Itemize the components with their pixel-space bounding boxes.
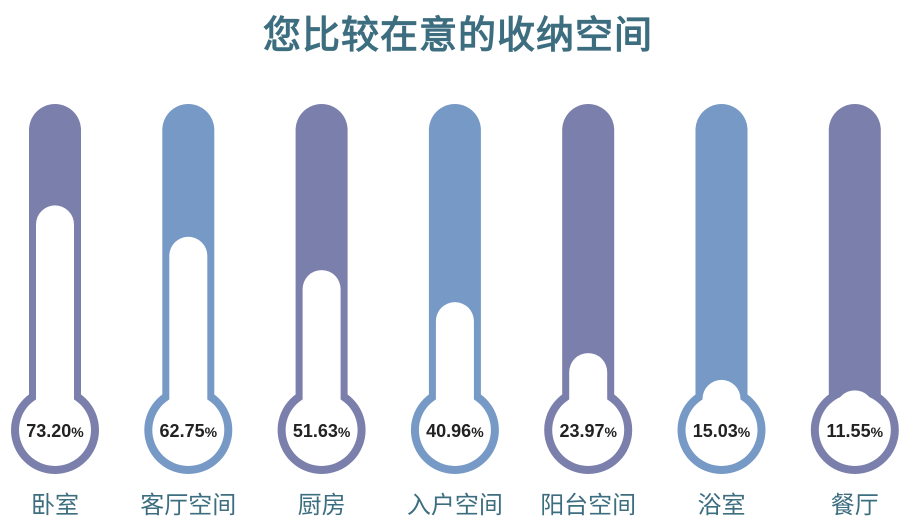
value-bar [169,236,208,430]
thermometer-7: 11.55% 餐厅 [810,104,899,519]
thermometer-2: 62.75% 客厅空间 [140,104,236,519]
thermometer-bulb-inner [685,394,758,466]
category-label: 浴室 [698,491,746,519]
thermometer-4: 40.96% 入户空间 [407,104,503,519]
data-label: 15.03% [693,421,751,441]
thermometer-bulb-inner [19,394,91,466]
thermometer-5: 23.97% 阳台空间 [540,104,636,519]
thermometer-tube [828,104,881,430]
category-label: 卧室 [31,491,79,519]
category-label: 厨房 [298,491,346,519]
thermometer-3: 51.63% 厨房 [277,104,366,519]
category-label: 餐厅 [831,491,879,519]
category-label: 客厅空间 [140,491,236,519]
category-label: 阳台空间 [540,491,636,519]
data-label: 40.96% [426,421,484,441]
value-bar [302,270,341,430]
data-label: 23.97% [559,421,617,441]
data-label: 62.75% [160,421,218,441]
data-label: 73.20% [26,421,84,441]
thermometer-bulb-inner [152,394,225,466]
data-label: 51.63% [293,421,351,441]
thermometer-bulb-inner [552,394,625,466]
thermometer-6: 15.03% 浴室 [677,104,766,519]
category-label: 入户空间 [407,491,503,519]
thermometer-tube [695,104,748,430]
chart-title: 您比较在意的收纳空间 [262,13,653,57]
thermometer-1: 73.20% 卧室 [11,104,99,519]
thermometer-bulb-inner [818,394,891,466]
value-bar [36,205,74,430]
thermometer-bulb-inner [418,394,491,466]
thermometer-tube [562,104,615,430]
thermometer-bulb-inner [285,394,358,466]
data-label: 11.55% [827,421,884,441]
